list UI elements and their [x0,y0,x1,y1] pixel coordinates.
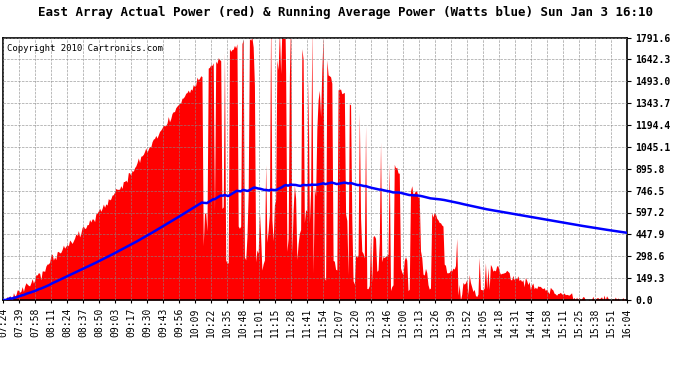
Text: Copyright 2010 Cartronics.com: Copyright 2010 Cartronics.com [7,44,162,53]
Text: East Array Actual Power (red) & Running Average Power (Watts blue) Sun Jan 3 16:: East Array Actual Power (red) & Running … [37,6,653,19]
